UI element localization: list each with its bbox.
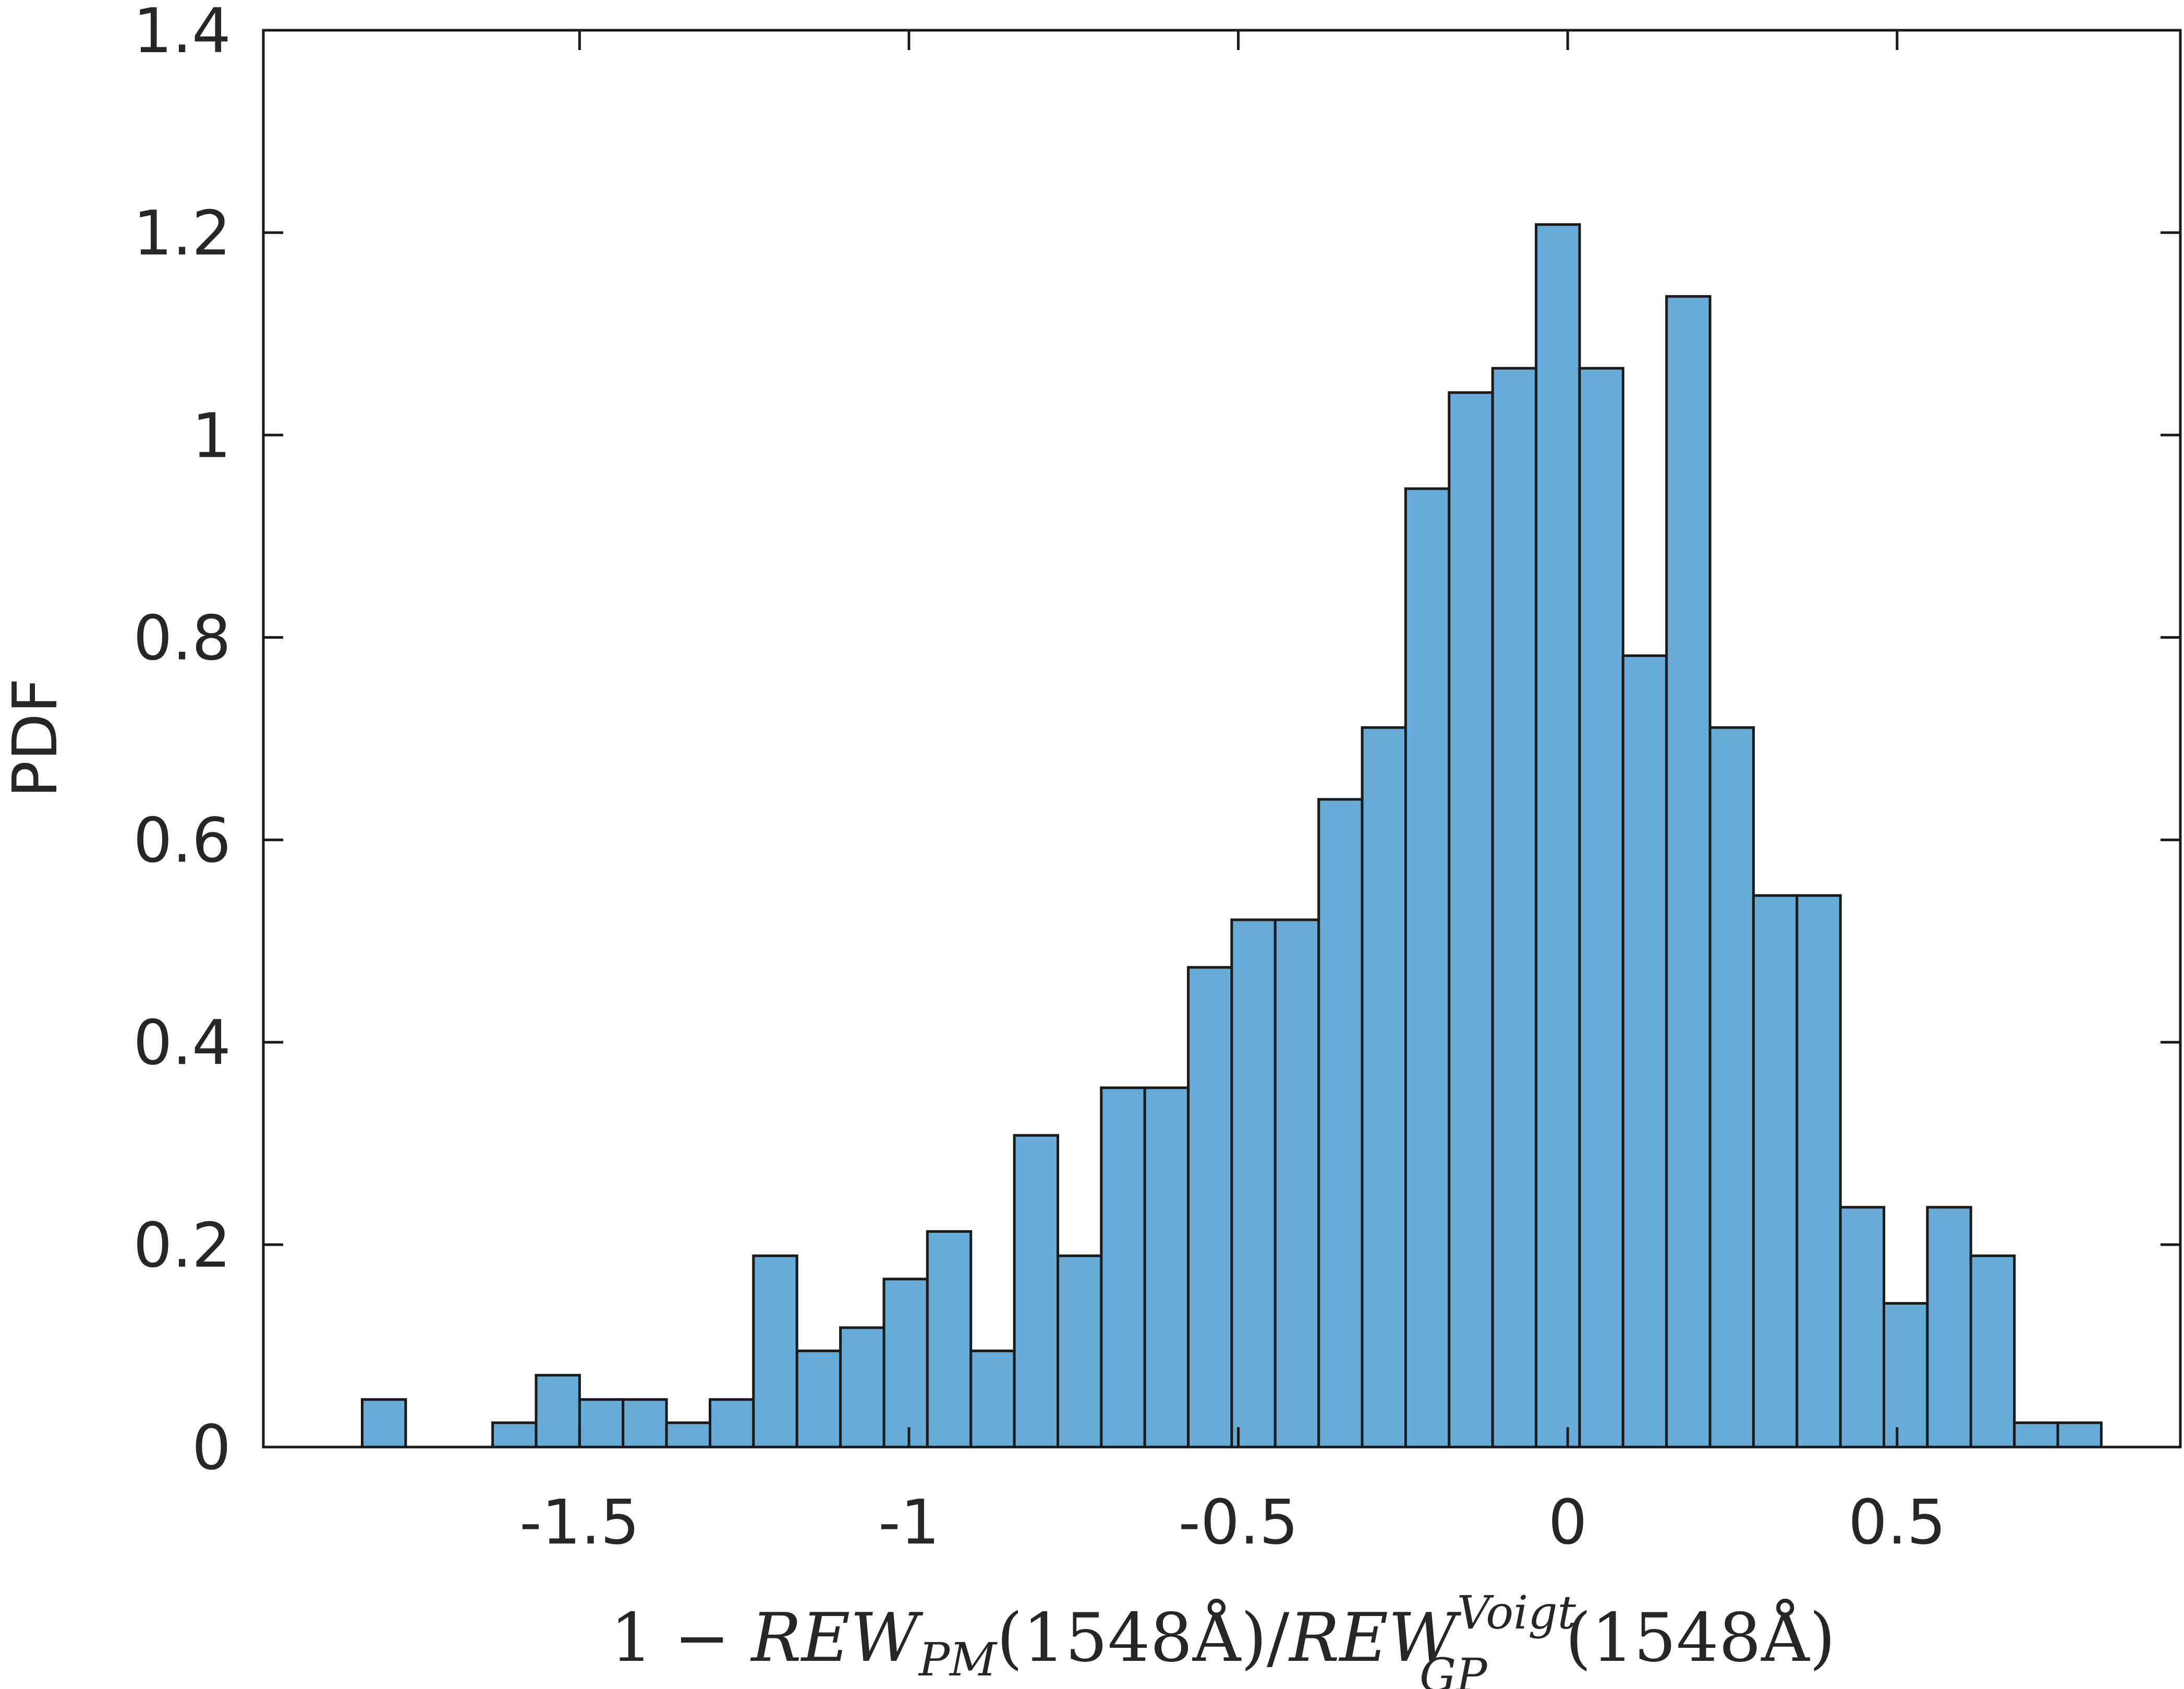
- x-axis-label-den-sub: GP: [1419, 1648, 1488, 1689]
- x-axis-label: 1 − REWPM(1548Å)/REWVoigt GP (1548Å): [610, 1586, 1835, 1689]
- histogram-bar-17: [1187, 966, 1233, 1449]
- histogram-bar-35: [1969, 1254, 2016, 1449]
- histogram-bar-22: [1404, 487, 1451, 1449]
- histogram-bar-6: [709, 1398, 755, 1449]
- histogram-bar-20: [1317, 798, 1364, 1449]
- x-tick-label-0: -1.5: [519, 1486, 639, 1558]
- histogram-bar-5: [665, 1421, 711, 1449]
- histogram-bar-2: [535, 1374, 581, 1449]
- histogram-bar-3: [578, 1398, 625, 1449]
- histogram-bars: [361, 223, 2103, 1449]
- histogram-bar-13: [1013, 1134, 1059, 1449]
- histogram-bar-36: [2013, 1421, 2059, 1449]
- histogram-bar-10: [882, 1278, 929, 1449]
- plot-frame: [262, 29, 2182, 1449]
- x-tick-label-3: 0: [1548, 1486, 1587, 1558]
- histogram-bar-24: [1491, 367, 1538, 1449]
- histogram-bar-8: [795, 1350, 842, 1449]
- histogram-bar-31: [1795, 894, 1842, 1449]
- x-axis-label-num-main: REW: [750, 1599, 924, 1677]
- histogram-bar-18: [1230, 918, 1277, 1449]
- histogram-bar-19: [1273, 918, 1320, 1449]
- y-axis-label: PDF: [0, 678, 71, 798]
- x-axis-label-num-tail: (1548Å)/: [997, 1599, 1290, 1677]
- histogram-bar-33: [1883, 1302, 1929, 1449]
- histogram-bar-16: [1143, 1086, 1190, 1449]
- histogram-bar-7: [752, 1254, 798, 1449]
- y-tick-label-3: 0.6: [133, 805, 231, 877]
- x-tick-label-4: 0.5: [1848, 1486, 1946, 1558]
- y-tick-label-7: 1.4: [133, 0, 231, 67]
- x-axis-label-den-main: REW: [1288, 1599, 1462, 1677]
- histogram-bar-25: [1535, 223, 1581, 1449]
- y-tick-label-1: 0.2: [133, 1209, 231, 1281]
- x-axis-label-num-sub: PM: [918, 1633, 998, 1686]
- histogram-bar-30: [1752, 894, 1799, 1449]
- x-axis-label-den-tail: (1548Å): [1566, 1599, 1836, 1677]
- histogram-bar-27: [1621, 654, 1668, 1449]
- histogram-bar-14: [1057, 1254, 1103, 1449]
- x-tick-label-1: -1: [878, 1486, 940, 1558]
- histogram-bar-9: [839, 1326, 885, 1449]
- y-tick-label-0: 0: [192, 1412, 231, 1484]
- y-tick-label-4: 0.8: [133, 602, 231, 674]
- histogram-bar-26: [1578, 367, 1624, 1449]
- histogram-bar-23: [1448, 391, 1494, 1449]
- y-tick-label-5: 1: [192, 399, 231, 471]
- histogram-bar-28: [1665, 295, 1712, 1449]
- histogram-bar-0: [361, 1398, 407, 1449]
- histogram-bar-21: [1361, 726, 1408, 1449]
- x-tick-labels: -1.5 -1 -0.5 0 0.5: [519, 1486, 1946, 1558]
- histogram-bar-34: [1926, 1206, 1972, 1449]
- histogram-bar-15: [1100, 1086, 1146, 1449]
- y-tick-label-6: 1.2: [133, 197, 231, 269]
- x-axis-label-lead: 1 −: [610, 1599, 751, 1677]
- x-axis-label-den-sup: Voigt: [1457, 1586, 1576, 1639]
- histogram-bar-12: [969, 1350, 1016, 1449]
- y-tick-label-2: 0.4: [133, 1007, 231, 1079]
- histogram-bar-29: [1708, 726, 1755, 1449]
- x-tick-label-2: -0.5: [1178, 1486, 1298, 1558]
- histogram-bar-4: [622, 1398, 668, 1449]
- histogram-bar-37: [2056, 1421, 2103, 1449]
- histogram-bar-11: [926, 1230, 973, 1449]
- histogram-bar-1: [491, 1421, 538, 1449]
- histogram-bar-32: [1839, 1206, 1886, 1449]
- y-tick-labels: 0 0.2 0.4 0.6 0.8 1 1.2 1.4: [133, 0, 231, 1484]
